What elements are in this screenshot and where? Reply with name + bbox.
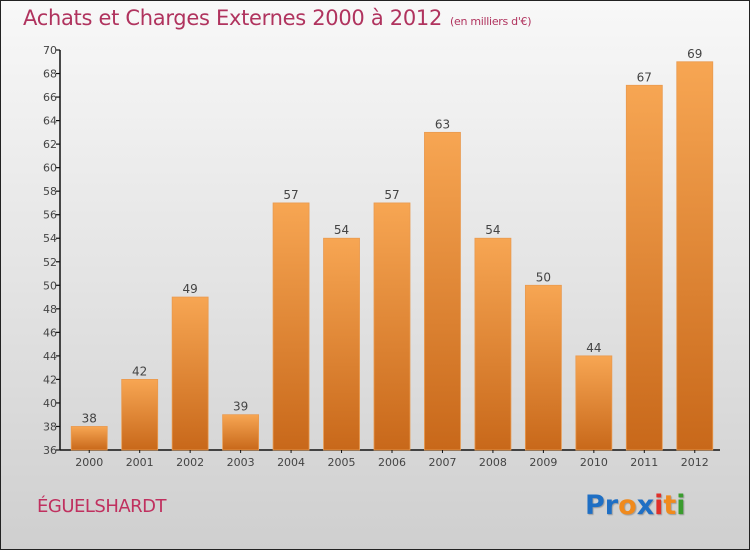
x-tick-label: 2010 (580, 456, 608, 469)
logo-letter: t (663, 490, 677, 521)
y-tick-label: 36 (43, 444, 57, 457)
x-tick-label: 2006 (378, 456, 406, 469)
bar-value-label: 44 (586, 341, 601, 355)
y-tick-label: 62 (43, 138, 57, 151)
bar (575, 355, 613, 451)
bar-value-label: 50 (536, 270, 551, 284)
y-tick-label: 70 (43, 44, 57, 57)
bar (524, 284, 562, 451)
y-tick-label: 56 (43, 209, 57, 222)
y-tick-label: 42 (43, 373, 57, 386)
bar-value-label: 69 (687, 47, 702, 61)
bar-value-label: 54 (334, 223, 349, 237)
y-tick-label: 64 (43, 115, 57, 128)
y-tick-label: 52 (43, 256, 57, 269)
y-tick-label: 60 (43, 162, 57, 175)
logo-letter: x (636, 490, 655, 521)
y-tick-label: 40 (43, 397, 57, 410)
bar-value-label: 67 (637, 70, 652, 84)
title-text: Achats et Charges Externes 2000 à 2012 (23, 6, 443, 30)
proxiti-logo: Proxiti (585, 490, 686, 521)
x-tick-label: 2012 (681, 456, 709, 469)
x-tick-label: 2000 (75, 456, 103, 469)
bar-value-label: 49 (183, 282, 198, 296)
x-tick-label: 2001 (126, 456, 154, 469)
bar (676, 61, 714, 451)
title-unit: (en milliers d'€) (450, 15, 532, 28)
y-tick-label: 38 (43, 420, 57, 433)
bar (323, 237, 360, 451)
x-tick-label: 2005 (328, 456, 356, 469)
y-tick-label: 44 (43, 350, 57, 363)
bar-value-label: 39 (233, 400, 248, 414)
bar-value-label: 38 (82, 411, 97, 425)
bar (272, 202, 310, 451)
bar (70, 426, 108, 451)
bar (222, 414, 260, 451)
bar (171, 296, 209, 451)
y-tick-label: 46 (43, 326, 57, 339)
x-tick-label: 2004 (277, 456, 305, 469)
y-tick-label: 58 (43, 185, 57, 198)
bar-value-label: 57 (384, 188, 399, 202)
bar (373, 202, 411, 451)
bar-value-label: 63 (435, 117, 450, 131)
y-tick-label: 50 (43, 279, 57, 292)
logo-letter: i (654, 490, 664, 521)
logo-letter: i (676, 490, 686, 521)
logo-letter: r (604, 490, 619, 521)
y-tick-label: 54 (43, 232, 57, 245)
bar (625, 84, 663, 451)
logo-letter: P (585, 490, 605, 521)
x-tick-label: 2003 (227, 456, 255, 469)
bar-value-label: 54 (485, 223, 500, 237)
logo-letter: o (618, 490, 637, 521)
bar-value-label: 57 (283, 188, 298, 202)
x-tick-label: 2011 (630, 456, 658, 469)
bar-value-label: 42 (132, 364, 147, 378)
bar (121, 379, 159, 451)
x-tick-label: 2009 (529, 456, 557, 469)
x-tick-label: 2008 (479, 456, 507, 469)
x-tick-label: 2007 (428, 456, 456, 469)
y-tick-label: 68 (43, 68, 57, 81)
x-tick-label: 2002 (176, 456, 204, 469)
y-tick-label: 66 (43, 91, 57, 104)
chart-title: Achats et Charges Externes 2000 à 2012 (e… (23, 6, 532, 30)
bar (474, 237, 512, 451)
bar (424, 131, 461, 451)
city-name: ÉGUELSHARDT (37, 496, 167, 517)
y-tick-label: 48 (43, 303, 57, 316)
